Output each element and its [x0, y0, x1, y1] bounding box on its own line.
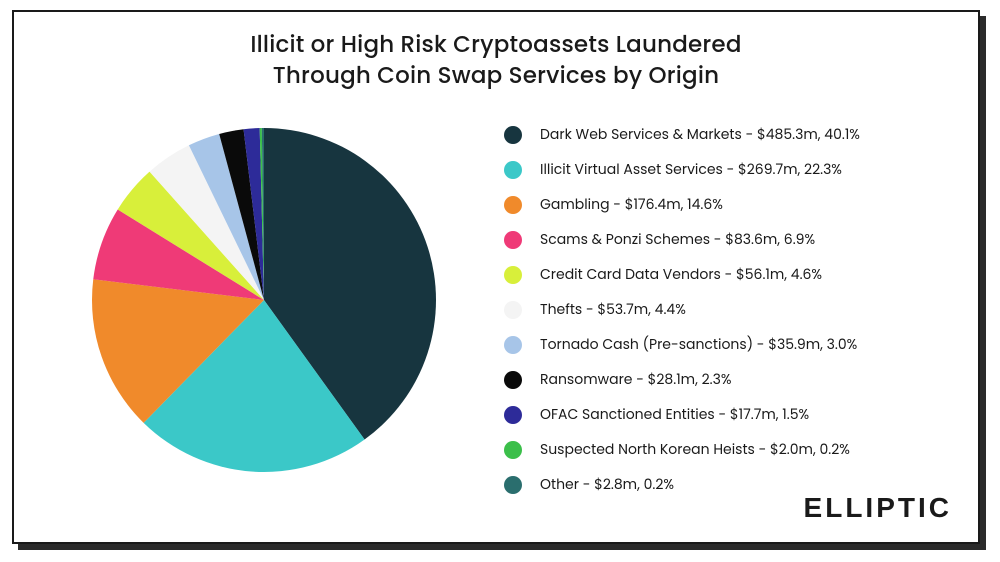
legend-label: Other - $2.8m, 0.2% — [540, 474, 674, 495]
legend-label: Thefts - $53.7m, 4.4% — [540, 299, 686, 320]
content-row: Dark Web Services & Markets - $485.3m, 4… — [14, 110, 978, 495]
pie-chart — [74, 110, 454, 490]
legend-swatch — [504, 161, 522, 179]
legend-item: Suspected North Korean Heists - $2.0m, 0… — [504, 439, 978, 460]
title-line-1: Illicit or High Risk Cryptoassets Launde… — [250, 29, 741, 61]
legend-label: Ransomware - $28.1m, 2.3% — [540, 369, 731, 390]
legend-swatch — [504, 266, 522, 284]
legend-label: Scams & Ponzi Schemes - $83.6m, 6.9% — [540, 229, 815, 250]
legend-label: Illicit Virtual Asset Services - $269.7m… — [540, 159, 842, 180]
legend-item: Thefts - $53.7m, 4.4% — [504, 299, 978, 320]
legend-swatch — [504, 231, 522, 249]
brand-logo: ELLIPTIC — [804, 492, 952, 524]
chart-title: Illicit or High Risk Cryptoassets Launde… — [14, 30, 978, 92]
legend-label: Tornado Cash (Pre-sanctions) - $35.9m, 3… — [540, 334, 857, 355]
legend-swatch — [504, 196, 522, 214]
legend-label: Credit Card Data Vendors - $56.1m, 4.6% — [540, 264, 822, 285]
legend-label: Suspected North Korean Heists - $2.0m, 0… — [540, 439, 850, 460]
legend-label: Gambling - $176.4m, 14.6% — [540, 194, 723, 215]
legend-item: Tornado Cash (Pre-sanctions) - $35.9m, 3… — [504, 334, 978, 355]
legend-item: Illicit Virtual Asset Services - $269.7m… — [504, 159, 978, 180]
legend-item: Ransomware - $28.1m, 2.3% — [504, 369, 978, 390]
title-line-2: Through Coin Swap Services by Origin — [273, 60, 719, 92]
legend-item: Gambling - $176.4m, 14.6% — [504, 194, 978, 215]
legend-swatch — [504, 406, 522, 424]
legend-item: Credit Card Data Vendors - $56.1m, 4.6% — [504, 264, 978, 285]
legend: Dark Web Services & Markets - $485.3m, 4… — [504, 124, 978, 495]
legend-swatch — [504, 371, 522, 389]
legend-swatch — [504, 441, 522, 459]
pie-chart-container — [24, 110, 504, 490]
legend-label: Dark Web Services & Markets - $485.3m, 4… — [540, 124, 860, 145]
legend-swatch — [504, 126, 522, 144]
legend-swatch — [504, 476, 522, 494]
legend-swatch — [504, 336, 522, 354]
legend-item: OFAC Sanctioned Entities - $17.7m, 1.5% — [504, 404, 978, 425]
legend-item: Dark Web Services & Markets - $485.3m, 4… — [504, 124, 978, 145]
legend-swatch — [504, 301, 522, 319]
legend-item: Scams & Ponzi Schemes - $83.6m, 6.9% — [504, 229, 978, 250]
card-frame: Illicit or High Risk Cryptoassets Launde… — [12, 10, 980, 544]
legend-label: OFAC Sanctioned Entities - $17.7m, 1.5% — [540, 404, 809, 425]
